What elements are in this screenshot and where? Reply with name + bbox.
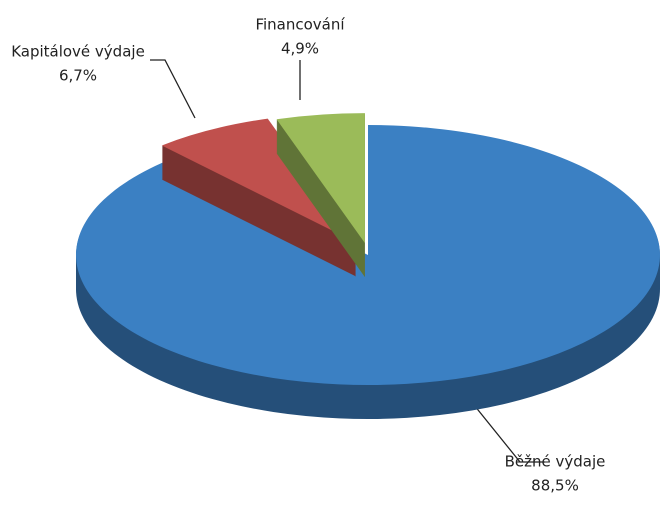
slice-value-label: 4,9%: [281, 40, 319, 58]
slice-value-label: 88,5%: [531, 477, 579, 495]
pie-slice: [276, 113, 365, 244]
leader-line: [469, 399, 545, 463]
pie-slice: [161, 118, 357, 243]
leader-line: [150, 59, 196, 119]
slice-label: Financování: [255, 16, 345, 34]
slice-label: Běžné výdaje: [505, 453, 606, 471]
slice-value-label: 6,7%: [59, 67, 97, 85]
slice-label: Kapitálové výdaje: [11, 43, 145, 61]
